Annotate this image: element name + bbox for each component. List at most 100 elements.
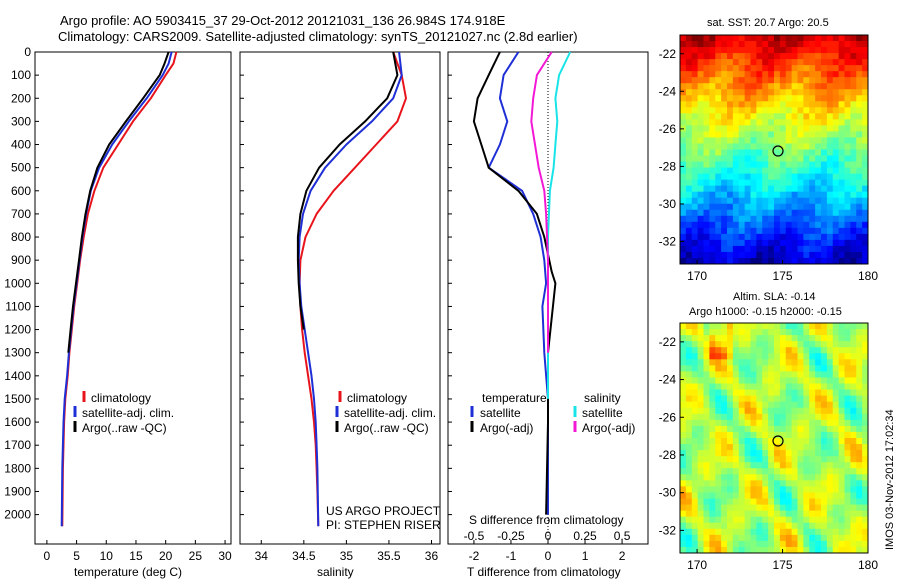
sla-cell bbox=[680, 468, 687, 475]
map-y-tick-label: -24 bbox=[659, 373, 677, 387]
sla-cell bbox=[727, 377, 734, 385]
sst-cell bbox=[744, 209, 752, 217]
sla-cell bbox=[709, 522, 716, 530]
sla-cell bbox=[821, 419, 828, 427]
sla-cell bbox=[809, 534, 816, 542]
sst-cell bbox=[821, 227, 828, 235]
pi-note: PI: STEPHEN RISER bbox=[326, 518, 441, 532]
sla-cell bbox=[721, 540, 728, 548]
sst-cell bbox=[862, 65, 868, 72]
sla-cell bbox=[779, 504, 787, 512]
sla-cell bbox=[732, 413, 740, 421]
sla-cell bbox=[856, 407, 863, 415]
sla-cell bbox=[756, 419, 763, 427]
sla-cell bbox=[738, 425, 746, 433]
sst-cell bbox=[809, 119, 816, 126]
sst-cell bbox=[756, 41, 763, 48]
sst-cell bbox=[715, 95, 722, 102]
sla-cell bbox=[785, 480, 793, 488]
sla-cell bbox=[850, 407, 857, 415]
sst-cell bbox=[732, 167, 740, 175]
sla-cell bbox=[709, 540, 716, 548]
sla-cell bbox=[697, 516, 705, 524]
sst-cell bbox=[803, 71, 810, 78]
sla-cell bbox=[809, 377, 816, 385]
sst-cell bbox=[832, 59, 840, 66]
sst-cell bbox=[856, 161, 863, 169]
sla-cell bbox=[756, 468, 763, 475]
sla-cell bbox=[821, 516, 828, 524]
sla-cell bbox=[791, 425, 799, 433]
sst-cell bbox=[709, 101, 716, 108]
sla-cell bbox=[756, 431, 763, 439]
sla-cell bbox=[732, 407, 740, 415]
sst-cell bbox=[768, 125, 775, 133]
sst-cell bbox=[826, 137, 834, 145]
sla-cell bbox=[709, 456, 716, 463]
sla-cell bbox=[856, 413, 863, 421]
sst-cell bbox=[797, 59, 804, 66]
sst-cell bbox=[756, 143, 763, 151]
sla-cell bbox=[762, 456, 769, 463]
sla-cell bbox=[691, 540, 699, 548]
sst-cell bbox=[691, 149, 699, 157]
sst-cell bbox=[697, 257, 705, 264]
sst-cell bbox=[697, 221, 705, 229]
sla-cell bbox=[850, 353, 857, 360]
sst-cell bbox=[797, 119, 804, 126]
series-line-salinity-satellite bbox=[547, 51, 572, 399]
sst-cell bbox=[744, 221, 752, 229]
sla-cell bbox=[756, 407, 763, 415]
sst-cell bbox=[768, 35, 775, 42]
sla-cell bbox=[856, 389, 863, 397]
sst-cell bbox=[697, 167, 705, 175]
sla-cell bbox=[844, 474, 851, 481]
sst-cell bbox=[785, 71, 793, 78]
sst-cell bbox=[709, 113, 716, 120]
sst-cell bbox=[821, 185, 828, 193]
sla-cell bbox=[850, 540, 857, 548]
sst-cell bbox=[680, 203, 687, 211]
sst-cell bbox=[821, 209, 828, 217]
sla-cell bbox=[844, 347, 851, 354]
sst-cell bbox=[680, 131, 687, 139]
sst-cell bbox=[809, 221, 816, 229]
sst-cell bbox=[697, 161, 705, 169]
sla-cell bbox=[774, 377, 781, 385]
sst-cell bbox=[680, 179, 687, 187]
sla-cell bbox=[756, 492, 763, 500]
sla-cell bbox=[709, 480, 716, 488]
sla-cell bbox=[797, 413, 804, 421]
sla-cell bbox=[685, 456, 693, 463]
sla-cell bbox=[821, 425, 828, 433]
sst-cell bbox=[809, 131, 816, 139]
sla-cell bbox=[768, 413, 775, 421]
sst-cell bbox=[785, 125, 793, 133]
sla-cell bbox=[680, 431, 687, 439]
sst-cell bbox=[832, 155, 840, 163]
legend-label-satellite: satellite-adj. clim. bbox=[82, 406, 174, 420]
sla-cell bbox=[844, 468, 851, 475]
sst-cell bbox=[768, 137, 775, 145]
sst-cell bbox=[797, 161, 804, 169]
sla-cell bbox=[685, 534, 693, 542]
sla-cell bbox=[791, 468, 799, 475]
sla-cell bbox=[750, 377, 757, 385]
sst-cell bbox=[762, 77, 769, 84]
sla-cell bbox=[762, 468, 769, 475]
sst-cell bbox=[862, 215, 868, 223]
sst-cell bbox=[768, 167, 775, 175]
sla-cell bbox=[779, 431, 787, 439]
sla-cell bbox=[856, 510, 863, 518]
sla-cell bbox=[709, 419, 716, 427]
legend-label-t-satellite: satellite bbox=[480, 406, 521, 420]
sla-cell bbox=[774, 486, 781, 494]
sst-cell bbox=[685, 185, 693, 193]
sst-cell bbox=[815, 251, 822, 259]
sst-cell bbox=[703, 95, 710, 102]
sst-cell bbox=[826, 59, 834, 66]
sst-cell bbox=[826, 197, 834, 205]
sla-cell bbox=[727, 438, 734, 445]
sla-cell bbox=[821, 450, 828, 457]
sla-cell bbox=[779, 522, 787, 530]
